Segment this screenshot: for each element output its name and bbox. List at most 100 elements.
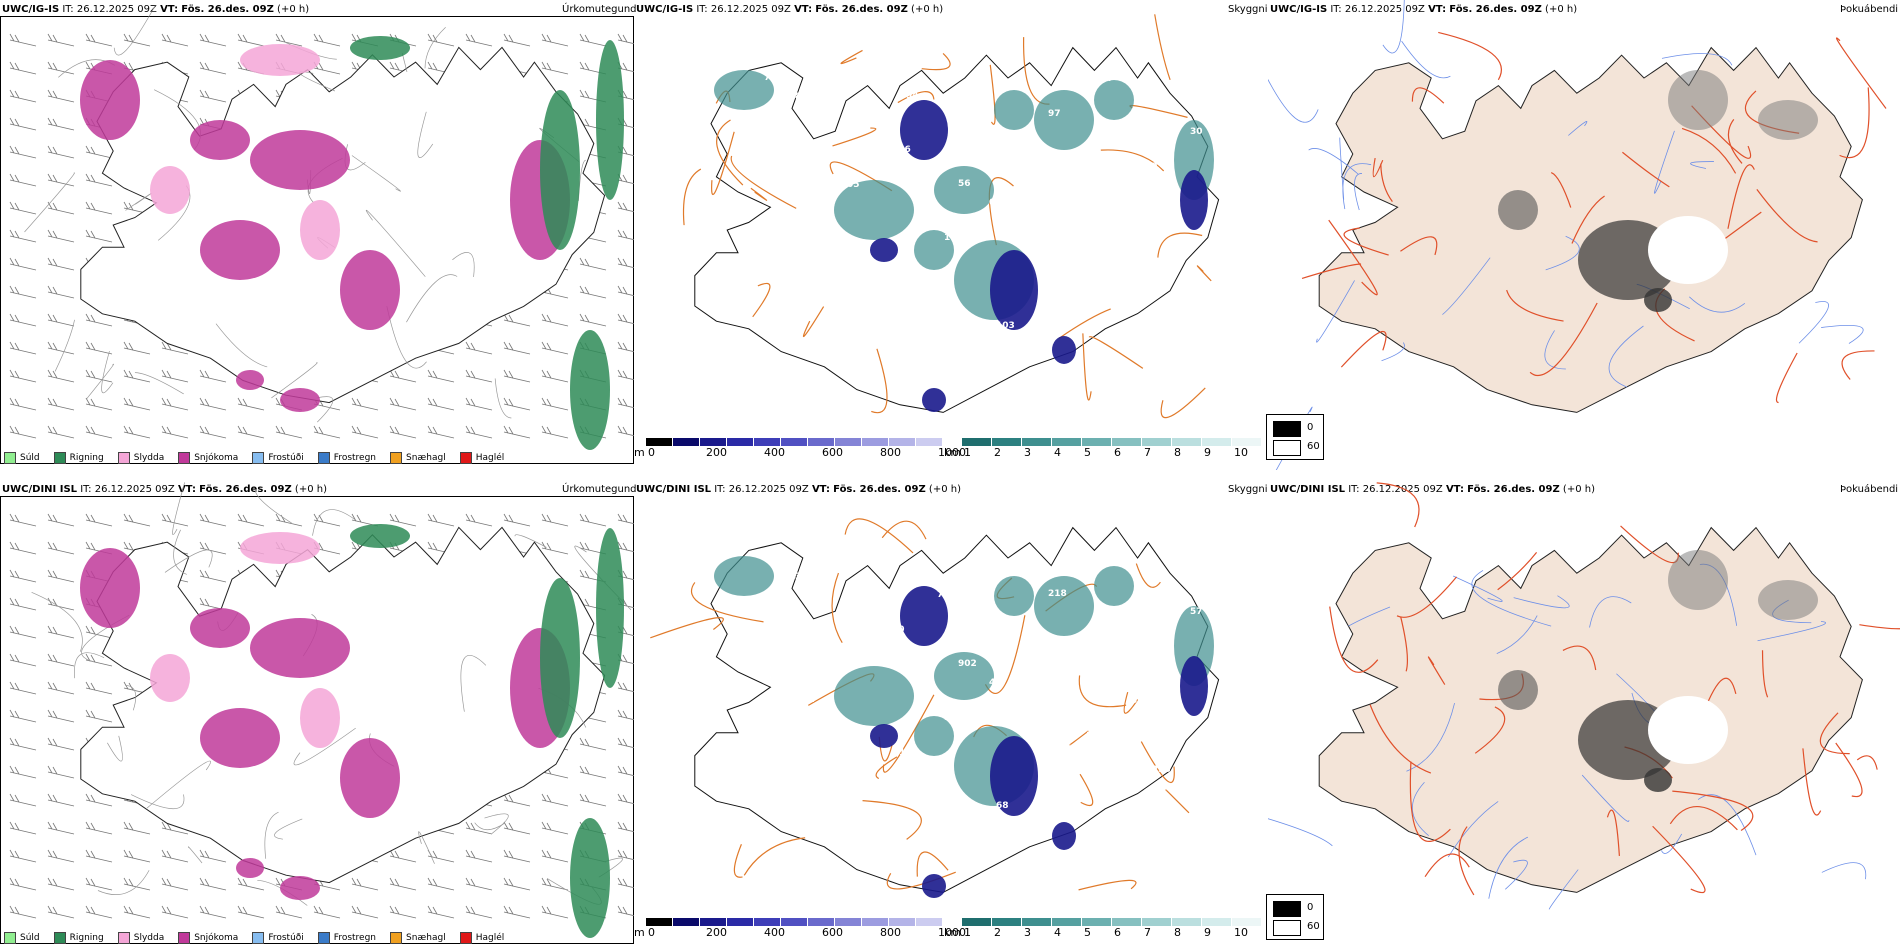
ceiling-value-label: 32	[840, 837, 853, 847]
legend-swatch	[117, 452, 130, 464]
ceiling-value-label: 30	[1190, 127, 1203, 137]
model-name: UWC/IG-IS	[1270, 4, 1328, 15]
ceiling-value-label: 109	[944, 233, 963, 243]
ceiling-value-label: 70	[1152, 285, 1165, 295]
model-name: UWC/DINI ISL	[636, 484, 712, 495]
ceiling-value-label: 116	[854, 783, 873, 793]
fog-map	[1268, 0, 1887, 470]
ceiling-value-label: 218	[1048, 589, 1067, 599]
visibility-colorbar-segment	[1112, 438, 1142, 446]
ceiling-value-label: 67	[1055, 712, 1068, 722]
precip-legend: Súld Rigning Slydda Snjókoma Frostúði Frostre…	[4, 452, 518, 464]
visibility-tick-label: 7	[1144, 926, 1151, 939]
ceiling-tick-label: 600	[822, 446, 843, 459]
ceiling-value-label: 552	[1100, 677, 1119, 687]
ceiling-colorbar-segment	[781, 438, 808, 446]
legend-item-frostregn: Frostregn	[317, 452, 376, 464]
visibility-tick-label: 5	[1084, 926, 1091, 939]
ceiling-value-label: 161	[1041, 766, 1060, 776]
ceiling-value-label: 316	[847, 660, 866, 670]
visibility-tick-label: 5	[1084, 446, 1091, 459]
legend-label: Snæhagl	[406, 453, 446, 463]
legend-item-súld: Súld	[4, 932, 40, 944]
legend-item-snjókoma: Snjókoma	[178, 452, 238, 464]
legend-item-rigning: Rigning	[53, 452, 104, 464]
model-name: UWC/DINI ISL	[1270, 484, 1346, 495]
lead-time: (+0 h)	[277, 4, 310, 15]
field-name: Úrkomutegund	[562, 484, 637, 495]
legend-label: Rigning	[69, 933, 104, 943]
fog-key-white	[1273, 440, 1301, 456]
fog-panel: UWC/IG-IS IT: 26.12.2025 09Z VT: Fös. 26…	[1268, 0, 1900, 470]
visibility-colorbar-segment	[992, 438, 1022, 446]
ceiling-value-label: 141	[951, 356, 970, 366]
field-name: Þokuábendi	[1840, 4, 1899, 15]
lead-time: (+0 h)	[1545, 4, 1578, 15]
precip-type-panel: UWC/IG-IS IT: 26.12.2025 09Z VT: Fös. 26…	[0, 0, 637, 470]
ceiling-tick-label: 1000	[938, 446, 966, 459]
legend-label: Snjókoma	[194, 453, 239, 463]
legend-item-slydda: Slydda	[117, 452, 165, 464]
legend-label: Slydda	[133, 453, 165, 463]
field-name: Skyggni	[1228, 4, 1268, 15]
ceiling-value-label: 42	[1183, 304, 1196, 314]
ceiling-value-label: 100	[899, 268, 918, 278]
ceiling-colorbar-segment	[916, 918, 943, 926]
ceiling-value-label: 97	[1048, 109, 1061, 119]
legend-swatch	[4, 452, 16, 464]
legend-swatch	[459, 452, 472, 464]
fog-map	[1268, 482, 1900, 910]
ceiling-value-label: 13	[861, 606, 874, 616]
ceiling-tick-label: 0	[648, 446, 655, 459]
panel-header: UWC/DINI ISL IT: 26.12.2025 09Z VT: Fös.…	[1270, 484, 1595, 495]
lead-time: (+0 h)	[928, 484, 961, 495]
ceiling-value-label: 49	[1197, 250, 1210, 260]
ceiling-value-label: 233	[1152, 765, 1171, 775]
ceiling-value-label: 70	[892, 625, 905, 635]
field-name: Þokuábendi	[1840, 484, 1899, 495]
ceiling-value-label: 121	[899, 748, 918, 758]
ceiling-value-label: 105	[1100, 197, 1119, 207]
ceiling-value-label: 26	[1034, 643, 1047, 653]
legend-label: Haglél	[475, 453, 505, 463]
ceiling-value-label: 128	[1003, 624, 1022, 634]
ceiling-colorbar-segment	[700, 438, 727, 446]
legend-item-slydda: Slydda	[117, 932, 164, 944]
fog-key-white-label: 60	[1307, 441, 1320, 452]
lead-time: (+0 h)	[911, 4, 944, 15]
ceiling-colorbar-segment	[754, 918, 781, 926]
fog-key: 0 60	[1266, 894, 1324, 940]
ceiling-value-label: 13	[1086, 731, 1099, 741]
ceiling-value-label: 7	[764, 73, 770, 83]
visibility-colorbar-segment	[1232, 438, 1262, 446]
legend-item-súld: Súld	[4, 452, 40, 464]
legend-swatch	[252, 452, 265, 464]
visibility-colorbar-segment	[992, 918, 1022, 926]
visibility-tick-label: 3	[1024, 926, 1031, 939]
ceiling-value-label: 47	[989, 678, 1002, 688]
ceiling-tick-label: 0	[648, 926, 655, 939]
ceiling-tick-label: 200	[706, 926, 727, 939]
ceiling-colorbar-segment	[862, 438, 889, 446]
ceiling-value-label: 86	[795, 92, 808, 102]
fog-key-black	[1273, 901, 1301, 917]
ceiling-tick-label: 400	[764, 446, 785, 459]
ceiling-value-label: 50	[944, 713, 957, 723]
field-name: Skyggni	[1228, 484, 1268, 495]
visibility-colorbar-segment	[1022, 918, 1052, 926]
forecast-row-2: UWC/DINI ISL IT: 26.12.2025 09Z VT: Fös.…	[0, 480, 1900, 950]
valid-time: Fös. 26.des. 09Z	[181, 4, 274, 15]
visibility-tick-label: 10	[1234, 446, 1248, 459]
ceiling-value-label: 123	[764, 553, 783, 563]
visibility-colorbar-labels: km 1 2 3 4 5 6 7 8 9 10	[944, 926, 1264, 940]
legend-swatch	[390, 932, 403, 944]
ceiling-value-label: 5	[861, 126, 867, 136]
ceiling-colorbar-segment	[835, 438, 862, 446]
visibility-colorbar-segment	[962, 438, 992, 446]
visibility-colorbar-segment	[1202, 438, 1232, 446]
visibility-tick-label: 10	[1234, 926, 1248, 939]
legend-label: Frostúði	[268, 453, 304, 463]
ceiling-value-label: 68	[996, 801, 1009, 811]
init-time: IT: 26.12.2025 09Z	[696, 4, 791, 15]
ceiling-tick-label: 800	[880, 926, 901, 939]
